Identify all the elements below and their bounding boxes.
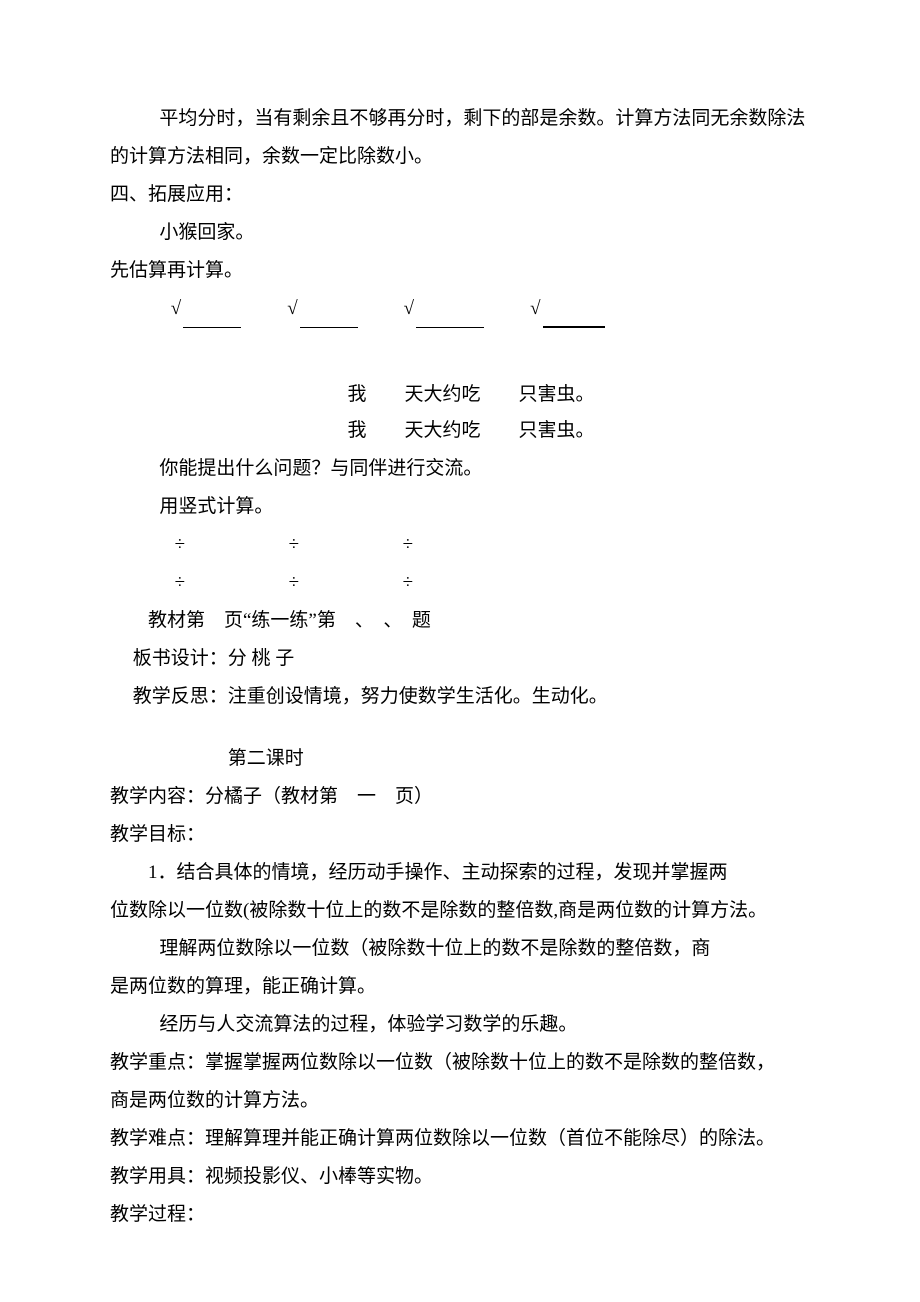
eat-line-2: 我 天大约吃 只害虫。 — [348, 413, 811, 449]
blank-3: √ — [404, 290, 484, 328]
div-sign: ÷ — [175, 572, 185, 593]
underline — [183, 310, 241, 328]
line-monkey: 小猴回家。 — [110, 214, 810, 252]
expr-row-1: ÷ ÷ ÷ — [110, 526, 810, 564]
teach-content: 教学内容：分橘子（教材第 一 页） — [110, 778, 810, 816]
goal-1a: 1．结合具体的情境，经历动手操作、主动探索的过程，发现并掌握两 — [110, 854, 810, 892]
lesson-2-title: 第二课时 — [110, 740, 810, 778]
goal-3: 经历与人交流算法的过程，体验学习数学的乐趣。 — [110, 1006, 810, 1044]
goal-2a: 理解两位数除以一位数（被除数十位上的数不是除数的整倍数，商 — [110, 930, 810, 968]
div-sign: ÷ — [289, 534, 299, 555]
teaching-reflection: 教学反思：注重创设情境，努力使数学生活化。生动化。 — [110, 678, 810, 716]
blank-1: √ — [171, 290, 241, 328]
div-sign: ÷ — [289, 572, 299, 593]
practice-line: 教材第 页“练一练”第 、 、 题 — [110, 602, 810, 640]
blank-4: √ — [530, 290, 604, 328]
board-design: 板书设计：分 桃 子 — [110, 640, 810, 678]
spacer — [110, 328, 810, 353]
blank-row: √ √ √ √ — [110, 290, 810, 328]
teach-goal-heading: 教学目标： — [110, 816, 810, 854]
underline — [543, 309, 605, 328]
div-sign: ÷ — [403, 534, 413, 555]
paragraph: 平均分时，当有剩余且不够再分时，剩下的部是余数。计算方法同无余数除法的计算方法相… — [110, 100, 810, 176]
check-icon: √ — [530, 290, 540, 328]
blank-2: √ — [287, 290, 357, 328]
focus-2: 商是两位数的计算方法。 — [110, 1082, 810, 1120]
process: 教学过程： — [110, 1196, 810, 1234]
underline — [300, 310, 358, 328]
spacer — [110, 353, 810, 378]
document-page: 平均分时，当有剩余且不够再分时，剩下的部是余数。计算方法同无余数除法的计算方法相… — [0, 0, 920, 1302]
spacer — [110, 716, 810, 741]
heading-4: 四、拓展应用： — [110, 176, 810, 214]
tools: 教学用具：视频投影仪、小棒等实物。 — [110, 1158, 810, 1196]
vertical-calc: 用竖式计算。 — [110, 488, 810, 526]
check-icon: √ — [171, 290, 181, 328]
difficult: 教学难点：理解算理并能正确计算两位数除以一位数（首位不能除尽）的除法。 — [110, 1120, 810, 1158]
center-block: 我 天大约吃 只害虫。 我 天大约吃 只害虫。 — [110, 377, 810, 449]
check-icon: √ — [404, 290, 414, 328]
question-line: 你能提出什么问题？与同伴进行交流。 — [110, 450, 810, 488]
focus-1: 教学重点：掌握掌握两位数除以一位数（被除数十位上的数不是除数的整倍数， — [110, 1044, 810, 1082]
div-sign: ÷ — [403, 572, 413, 593]
goal-2b: 是两位数的算理，能正确计算。 — [110, 968, 810, 1006]
underline — [416, 310, 484, 328]
check-icon: √ — [287, 290, 297, 328]
div-sign: ÷ — [175, 534, 185, 555]
line-estimate: 先估算再计算。 — [110, 252, 810, 290]
goal-1b: 位数除以一位数(被除数十位上的数不是除数的整倍数,商是两位数的计算方法。 — [110, 892, 810, 930]
expr-row-2: ÷ ÷ ÷ — [110, 564, 810, 602]
eat-line-1: 我 天大约吃 只害虫。 — [348, 377, 811, 413]
